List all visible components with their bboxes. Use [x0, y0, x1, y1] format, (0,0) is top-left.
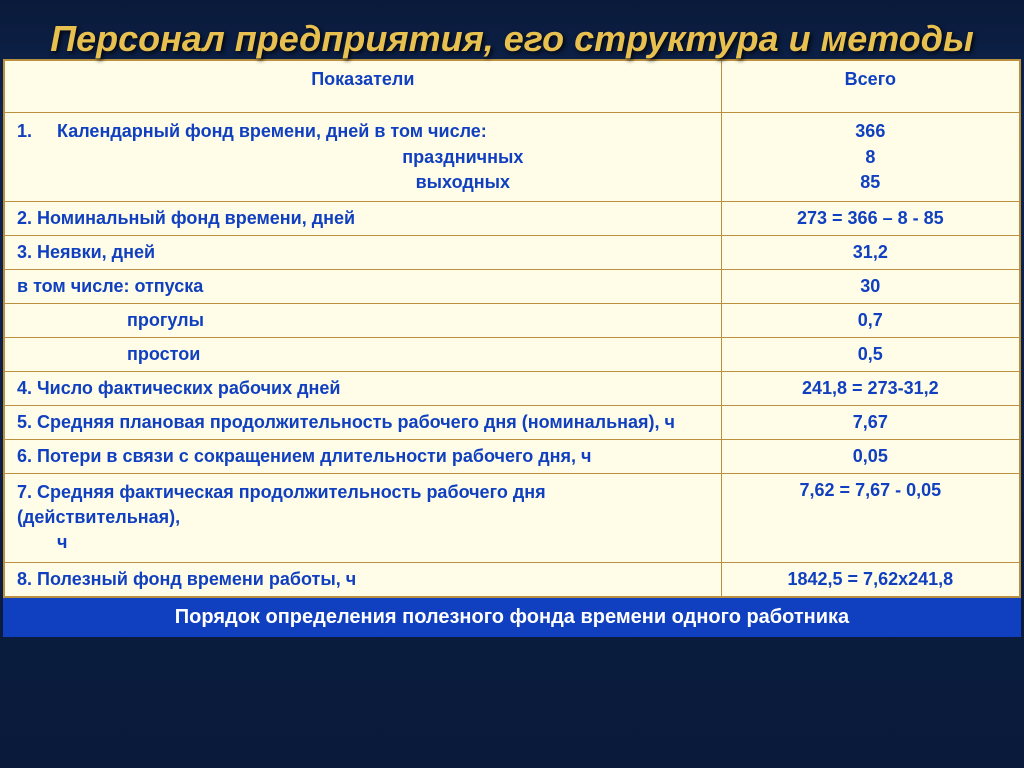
table-row: 8. Полезный фонд времени работы, ч1842,5… [5, 562, 1020, 596]
row-label: 7. Средняя фактическая продолжительность… [5, 473, 722, 562]
row-value: 1842,5 = 7,62х241,8 [721, 562, 1019, 596]
table-row: 4. Число фактических рабочих дней241,8 =… [5, 371, 1020, 405]
row-value: 366885 [721, 113, 1019, 202]
table-header-row: Показатели Всего [5, 61, 1020, 113]
row-value: 30 [721, 269, 1019, 303]
table-row: 1. Календарный фонд времени, дней в том … [5, 113, 1020, 202]
row-value: 0,5 [721, 337, 1019, 371]
row-value: 0,05 [721, 439, 1019, 473]
table-row: 7. Средняя фактическая продолжительность… [5, 473, 1020, 562]
slide-title: Персонал предприятия, его структура и ме… [0, 0, 1024, 59]
row-label: 2. Номинальный фонд времени, дней [5, 201, 722, 235]
table-row: простои0,5 [5, 337, 1020, 371]
row-label: 1. Календарный фонд времени, дней в том … [5, 113, 722, 202]
header-indicators: Показатели [5, 61, 722, 113]
row-label: 8. Полезный фонд времени работы, ч [5, 562, 722, 596]
table-row: прогулы0,7 [5, 303, 1020, 337]
row-value: 273 = 366 – 8 - 85 [721, 201, 1019, 235]
row-value: 7,62 = 7,67 - 0,05 [721, 473, 1019, 562]
table-row: в том числе: отпуска30 [5, 269, 1020, 303]
row-label: 6. Потери в связи с сокращением длительн… [5, 439, 722, 473]
row-label: 4. Число фактических рабочих дней [5, 371, 722, 405]
table-row: 3. Неявки, дней31,2 [5, 235, 1020, 269]
data-table: Показатели Всего 1. Календарный фонд вре… [4, 60, 1020, 596]
row-value: 31,2 [721, 235, 1019, 269]
slide-footer: Порядок определения полезного фонда врем… [3, 598, 1021, 637]
data-table-container: Показатели Всего 1. Календарный фонд вре… [3, 59, 1021, 597]
row-label: 3. Неявки, дней [5, 235, 722, 269]
row-label: 5. Средняя плановая продолжительность ра… [5, 405, 722, 439]
header-total: Всего [721, 61, 1019, 113]
table-row: 2. Номинальный фонд времени, дней273 = 3… [5, 201, 1020, 235]
table-row: 6. Потери в связи с сокращением длительн… [5, 439, 1020, 473]
table-body: 1. Календарный фонд времени, дней в том … [5, 113, 1020, 596]
row-label: простои [5, 337, 722, 371]
table-row: 5. Средняя плановая продолжительность ра… [5, 405, 1020, 439]
row-label: прогулы [5, 303, 722, 337]
row-value: 0,7 [721, 303, 1019, 337]
row-label: в том числе: отпуска [5, 269, 722, 303]
row-value: 241,8 = 273-31,2 [721, 371, 1019, 405]
row-value: 7,67 [721, 405, 1019, 439]
